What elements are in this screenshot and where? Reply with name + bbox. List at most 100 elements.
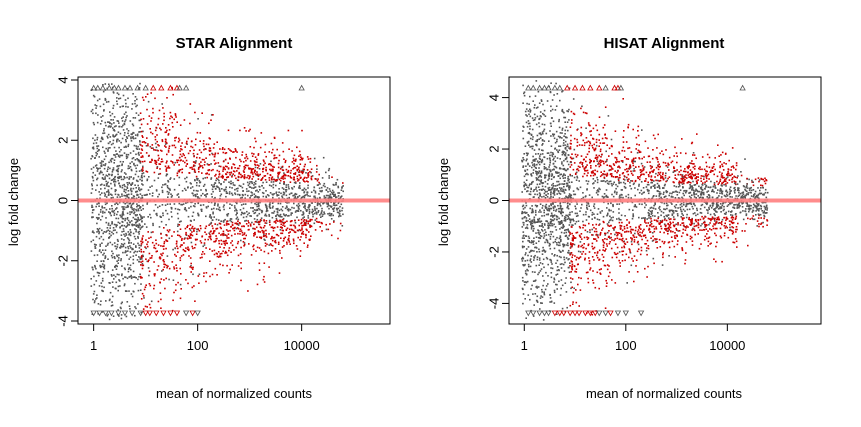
data-point: [254, 160, 256, 162]
data-point: [163, 248, 165, 250]
data-point: [639, 203, 641, 205]
data-point: [92, 269, 94, 271]
data-point: [128, 220, 130, 222]
data-point: [116, 266, 118, 268]
data-point: [543, 156, 545, 158]
data-point: [117, 120, 119, 122]
data-point: [160, 253, 162, 255]
data-point: [616, 193, 618, 195]
data-point: [171, 207, 173, 209]
data-point: [541, 302, 543, 304]
data-point: [98, 275, 100, 277]
data-point: [270, 170, 272, 172]
data-point: [126, 136, 128, 138]
data-point: [184, 162, 186, 164]
data-point: [94, 244, 96, 246]
data-point: [228, 130, 230, 132]
data-point: [211, 196, 213, 198]
data-point: [230, 150, 232, 152]
data-point: [152, 192, 154, 194]
data-point: [268, 253, 270, 255]
data-point: [271, 236, 273, 238]
data-point: [253, 213, 255, 215]
data-point: [129, 183, 131, 185]
data-point: [179, 184, 181, 186]
data-point: [287, 228, 289, 230]
data-point: [148, 189, 150, 191]
data-point: [112, 179, 114, 181]
data-point: [277, 177, 279, 179]
data-point: [296, 169, 298, 171]
data-point: [128, 290, 130, 292]
data-point: [280, 227, 282, 229]
data-point: [581, 204, 583, 206]
y-axis-label: log fold change: [436, 158, 451, 246]
data-point: [256, 206, 258, 208]
data-point: [547, 275, 549, 277]
data-point: [300, 159, 302, 161]
data-point: [115, 194, 117, 196]
data-point: [103, 266, 105, 268]
data-point: [112, 305, 114, 307]
data-point: [210, 148, 212, 150]
data-point: [252, 207, 254, 209]
data-point: [163, 116, 165, 118]
data-point: [133, 243, 135, 245]
data-point: [137, 135, 139, 137]
data-point: [328, 205, 330, 207]
data-point: [162, 107, 164, 109]
data-point: [131, 161, 133, 163]
data-point: [535, 293, 537, 295]
data-point: [683, 204, 685, 206]
data-point: [98, 191, 100, 193]
data-point: [238, 176, 240, 178]
data-point: [103, 184, 105, 186]
data-point: [236, 188, 238, 190]
data-point: [139, 261, 141, 263]
data-point: [763, 212, 765, 214]
data-point: [309, 211, 311, 213]
data-point: [167, 230, 169, 232]
data-point: [243, 208, 245, 210]
data-point: [140, 264, 142, 266]
data-point: [108, 185, 110, 187]
data-point: [190, 224, 192, 226]
data-point: [259, 209, 261, 211]
data-point: [219, 148, 221, 150]
data-point: [294, 226, 296, 228]
data-point: [221, 243, 223, 245]
data-point: [528, 246, 530, 248]
data-point: [745, 208, 747, 210]
data-point: [174, 254, 176, 256]
data-point: [614, 234, 616, 236]
data-point: [218, 240, 220, 242]
data-point: [152, 231, 154, 233]
data-point: [193, 164, 195, 166]
data-point: [152, 223, 154, 225]
data-point: [542, 113, 544, 115]
data-point: [227, 172, 229, 174]
chart-title: HISAT Alignment: [604, 35, 725, 52]
data-point: [200, 166, 202, 168]
data-point: [240, 268, 242, 270]
data-point: [316, 221, 318, 223]
data-point: [147, 246, 149, 248]
data-point: [229, 230, 231, 232]
data-point: [170, 112, 172, 114]
data-point: [100, 188, 102, 190]
data-point: [127, 106, 129, 108]
data-point: [200, 132, 202, 134]
data-point: [115, 288, 117, 290]
data-point: [144, 289, 146, 291]
data-point: [300, 163, 302, 165]
data-point: [286, 184, 288, 186]
data-point: [122, 106, 124, 108]
data-point: [280, 229, 282, 231]
data-point: [275, 242, 277, 244]
data-point: [143, 172, 145, 174]
data-point: [306, 219, 308, 221]
data-point: [108, 224, 110, 226]
data-point: [203, 272, 205, 274]
data-point: [156, 243, 158, 245]
data-point: [700, 225, 702, 227]
